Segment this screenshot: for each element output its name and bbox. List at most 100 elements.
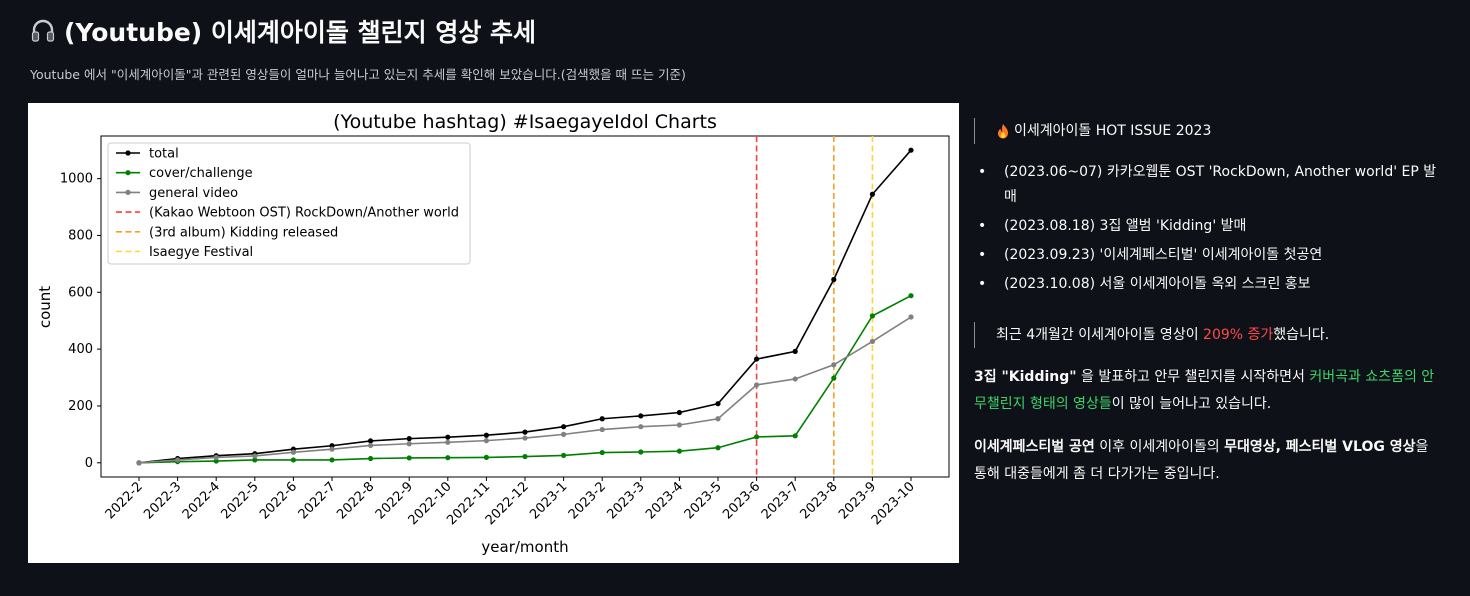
data-point xyxy=(715,401,721,407)
kidding-bold: 3집 "Kidding" xyxy=(974,369,1077,385)
data-point xyxy=(522,435,528,441)
y-tick-label: 800 xyxy=(68,228,93,243)
data-point xyxy=(368,455,374,462)
data-point xyxy=(252,457,258,463)
hot-issue-panel: 이세계아이돌 HOT ISSUE 2023 • (2023.06~07) 카카오웹… xyxy=(974,118,1444,488)
data-point xyxy=(483,438,489,444)
x-tick-label: 2022-4 xyxy=(180,479,223,522)
legend-label: (3rd album) Kidding released xyxy=(149,225,338,240)
page-title: (Youtube) 이세계아이돌 챌린지 영상 추세 xyxy=(30,12,686,50)
hot-issue-item: • (2023.06~07) 카카오웹툰 OST 'RockDown, Anoth… xyxy=(974,160,1444,210)
data-point xyxy=(754,356,760,362)
chart-title: (Youtube hashtag) #IsaegayeIdol Charts xyxy=(333,111,717,133)
data-point xyxy=(561,424,567,430)
kidding-text1: 을 발표하고 안무 챌린지를 시작하면서 xyxy=(1076,369,1310,385)
data-point xyxy=(213,458,219,464)
hot-issue-item: • (2023.10.08) 서울 이세계아이돌 옥외 스크린 홍보 xyxy=(974,272,1444,297)
data-point xyxy=(290,449,296,455)
data-point xyxy=(908,293,914,299)
growth-highlight: 209% 증가 xyxy=(1203,326,1274,343)
x-tick-label: 2022-7 xyxy=(296,479,339,522)
legend-box xyxy=(107,142,471,265)
growth-text: 최근 4개월간 이세계아이돌 영상이 209% 증가했습니다. xyxy=(996,323,1329,348)
data-point xyxy=(676,409,683,416)
hot-issue-item: • (2023.08.18) 3집 앨범 'Kidding' 발매 xyxy=(974,214,1444,239)
x-tick-label: 2023-7 xyxy=(759,479,802,522)
data-point xyxy=(483,454,489,460)
growth-prefix: 최근 4개월간 이세계아이돌 영상이 xyxy=(996,326,1204,343)
hot-issue-item-text: (2023.09.23) '이세계페스티벌' 이세계아이돌 첫공연 xyxy=(1004,247,1323,263)
data-point xyxy=(869,338,876,345)
data-point xyxy=(792,348,798,354)
data-point xyxy=(445,455,451,461)
kidding-highlight: 커버곡과 쇼츠폼의 안무챌린지 형태의 영상들 xyxy=(974,369,1435,412)
legend-marker xyxy=(125,150,131,156)
festival-text1: 이후 이세계아이돌의 xyxy=(1094,439,1225,455)
data-point xyxy=(406,455,412,461)
trend-chart: (Youtube hashtag) #IsaegayeIdol Charts y… xyxy=(28,103,959,563)
bullet-icon: • xyxy=(978,276,987,292)
data-point xyxy=(599,426,605,433)
data-point xyxy=(329,446,335,452)
page-header: (Youtube) 이세계아이돌 챌린지 영상 추세 Youtube 에서 "이… xyxy=(30,12,686,83)
hot-issue-quote: 이세계아이돌 HOT ISSUE 2023 xyxy=(974,118,1444,144)
line-chart: (Youtube hashtag) #IsaegayeIdol Charts y… xyxy=(36,111,950,556)
data-point xyxy=(908,314,914,320)
x-tick-label: 2022-12 xyxy=(483,479,532,528)
data-point xyxy=(252,453,258,459)
hot-issue-heading: 이세계아이돌 HOT ISSUE 2023 xyxy=(996,118,1444,144)
legend-label: Isaegye Festival xyxy=(149,245,253,260)
data-point xyxy=(561,452,567,459)
data-point xyxy=(445,439,451,445)
data-point xyxy=(406,436,412,442)
data-point xyxy=(406,441,412,447)
data-point xyxy=(290,457,296,463)
data-point xyxy=(908,147,914,153)
x-tick-label: 2022-3 xyxy=(141,479,184,522)
kidding-text2: 이 많이 늘어나고 있습니다. xyxy=(1111,396,1272,412)
data-point xyxy=(792,376,798,382)
bullet-icon: • xyxy=(978,164,987,180)
legend-marker xyxy=(125,170,131,176)
growth-suffix: 했습니다. xyxy=(1273,326,1330,343)
data-point xyxy=(599,449,605,456)
legend-label: cover/challenge xyxy=(149,166,253,181)
x-tick-label: 2023-5 xyxy=(682,479,725,522)
hot-issue-list: • (2023.06~07) 카카오웹툰 OST 'RockDown, Anoth… xyxy=(974,160,1444,297)
festival-paragraph: 이세계페스티벌 공연 이후 이세계아이돌의 무대영상, 페스티벌 VLOG 영상… xyxy=(974,434,1444,488)
data-point xyxy=(522,453,528,460)
data-point xyxy=(599,416,605,422)
legend-label: total xyxy=(149,147,179,162)
data-point xyxy=(831,362,837,368)
legend-label: (Kakao Webtoon OST) RockDown/Another wor… xyxy=(149,206,459,221)
data-point xyxy=(136,460,142,466)
data-point xyxy=(754,382,760,388)
data-point xyxy=(754,434,760,440)
y-tick-label: 0 xyxy=(85,456,93,471)
x-tick-label: 2022-5 xyxy=(218,479,261,522)
kidding-paragraph: 3집 "Kidding" 을 발표하고 안무 챌린지를 시작하면서 커버곡과 쇼… xyxy=(974,364,1444,418)
data-point xyxy=(638,413,644,419)
data-point xyxy=(329,457,335,463)
y-tick-label: 400 xyxy=(68,342,93,357)
data-point xyxy=(676,448,683,454)
data-point xyxy=(676,422,683,428)
data-point xyxy=(869,313,876,319)
legend-marker xyxy=(125,189,131,195)
data-point xyxy=(831,375,837,381)
x-tick-label: 2023-6 xyxy=(720,479,763,522)
data-point xyxy=(368,438,374,444)
data-point xyxy=(522,429,528,435)
x-tick-label: 2023-1 xyxy=(527,479,570,522)
hot-issue-item-text: (2023.10.08) 서울 이세계아이돌 옥외 스크린 홍보 xyxy=(1004,276,1311,292)
growth-quote: 최근 4개월간 이세계아이돌 영상이 209% 증가했습니다. xyxy=(974,322,1444,348)
x-tick-label: 2023-10 xyxy=(869,479,918,528)
page-title-text: (Youtube) 이세계아이돌 챌린지 영상 추세 xyxy=(64,18,537,47)
festival-text2: 을 통해 대중들에게 좀 더 다가가는 중입니다. xyxy=(974,439,1429,482)
hot-issue-item-text: (2023.06~07) 카카오웹툰 OST 'RockDown, Anothe… xyxy=(1004,164,1437,205)
data-point xyxy=(831,276,837,283)
x-tick-label: 2023-8 xyxy=(797,479,840,522)
data-point xyxy=(445,434,451,440)
data-point xyxy=(213,454,219,460)
y-tick-label: 1000 xyxy=(60,172,93,187)
